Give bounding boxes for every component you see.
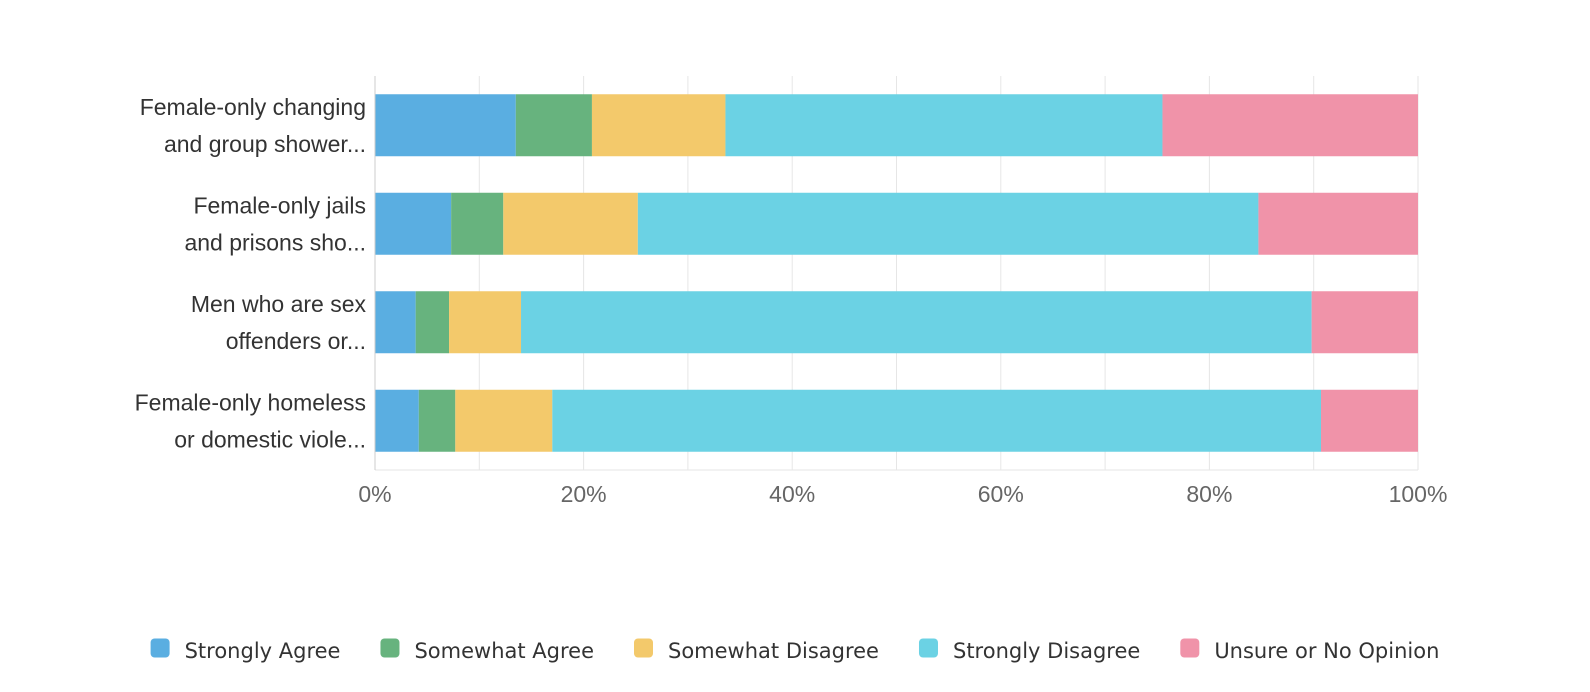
bar-segment-3-2[interactable] [415, 291, 450, 354]
bar-segment-1-1[interactable] [375, 94, 516, 157]
category-label-line: Female-only changing [140, 94, 366, 120]
bar-segment-4-3[interactable] [455, 389, 553, 452]
bar-segment-1-5[interactable] [1162, 94, 1418, 157]
x-tick-labels: 0% 20% 40% 60% 80% 100% [358, 481, 1447, 507]
bar-segment-4-4[interactable] [552, 389, 1322, 452]
category-label: Female-only jails and prisons sho... [184, 192, 366, 255]
legend: Strongly Agree Somewhat Agree Somewhat Dis… [150, 638, 1439, 664]
bar-segment-2-5[interactable] [1258, 192, 1418, 255]
legend-item[interactable]: Strongly Disagree [918, 638, 1140, 664]
legend-swatch [918, 638, 938, 658]
bar-segment-1-2[interactable] [515, 94, 592, 157]
x-tick-label: 40% [769, 481, 815, 507]
legend-item[interactable]: Somewhat Disagree [634, 638, 879, 664]
bar-segment-4-1[interactable] [375, 389, 419, 452]
legend-swatch [150, 638, 170, 658]
bar-segment-1-3[interactable] [591, 94, 726, 157]
category-label: Men who are sex offenders or... [191, 291, 367, 354]
bars [375, 94, 1418, 452]
bar-segment-4-2[interactable] [418, 389, 456, 452]
bar-segment-1-4[interactable] [725, 94, 1163, 157]
legend-item[interactable]: Unsure or No Opinion [1180, 638, 1439, 664]
bar-segment-2-2[interactable] [451, 192, 504, 255]
category-label-line: offenders or... [226, 328, 366, 354]
category-label-line: Female-only jails [193, 192, 366, 218]
x-tick-label: 80% [1186, 481, 1232, 507]
legend-label: Strongly Agree [185, 639, 341, 663]
bar-segment-3-5[interactable] [1311, 291, 1418, 354]
x-tick-label: 60% [978, 481, 1024, 507]
x-tick-label: 0% [358, 481, 391, 507]
category-label-line: and group shower... [164, 131, 366, 157]
bar-segment-2-3[interactable] [503, 192, 638, 255]
legend-label: Strongly Disagree [953, 639, 1140, 663]
category-label-line: or domestic viole... [174, 426, 366, 452]
bar-segment-2-4[interactable] [637, 192, 1259, 255]
category-label: Female-only changing and group shower... [140, 94, 366, 157]
legend-swatch [634, 638, 653, 658]
x-tick-label: 100% [1389, 481, 1448, 507]
bar-segment-3-4[interactable] [521, 291, 1312, 354]
legend-label: Unsure or No Opinion [1214, 639, 1439, 663]
category-label-line: Men who are sex [191, 291, 367, 317]
category-labels: Female-only changing and group shower...F… [135, 94, 367, 453]
category-label-line: and prisons sho... [184, 229, 366, 255]
legend-label: Somewhat Disagree [668, 639, 879, 663]
bar-segment-4-5[interactable] [1321, 389, 1418, 452]
legend-swatch [380, 638, 400, 658]
bar-segment-3-3[interactable] [449, 291, 522, 354]
x-tick-label: 20% [561, 481, 607, 507]
category-label: Female-only homeless or domestic viole... [135, 389, 366, 452]
legend-item[interactable]: Somewhat Agree [380, 638, 594, 664]
bar-segment-3-1[interactable] [375, 291, 416, 354]
legend-swatch [1180, 638, 1200, 658]
legend-item[interactable]: Strongly Agree [150, 638, 341, 664]
legend-label: Somewhat Agree [414, 639, 594, 663]
bar-segment-2-1[interactable] [375, 192, 452, 255]
category-label-line: Female-only homeless [135, 389, 366, 415]
